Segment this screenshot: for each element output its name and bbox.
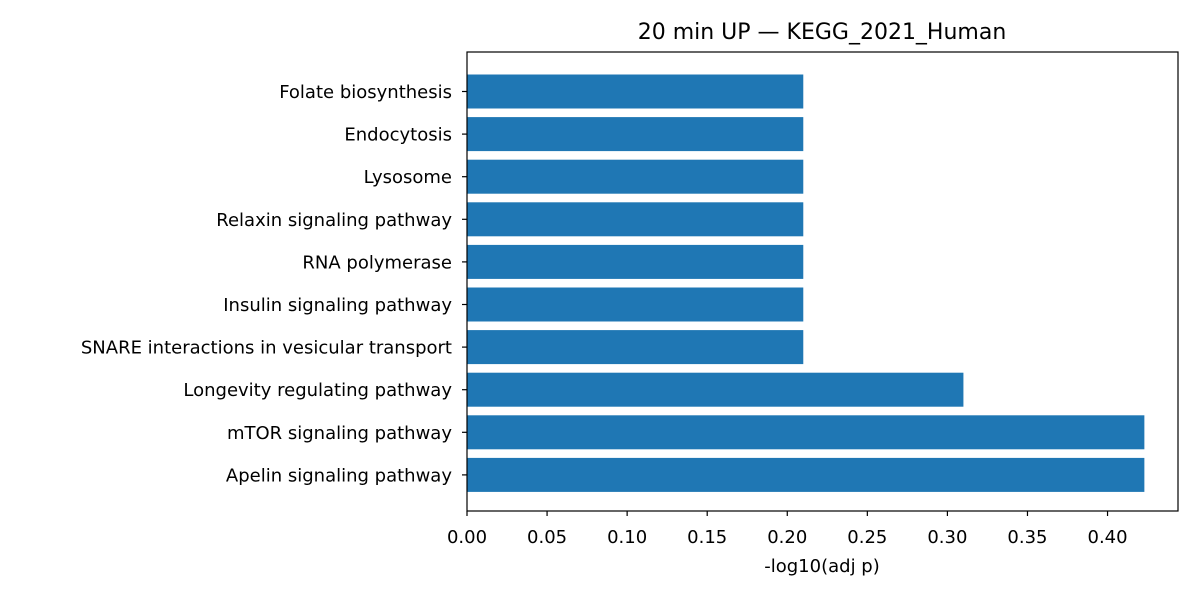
- x-tick-label: 0.00: [447, 527, 487, 548]
- bar-8: [467, 372, 964, 407]
- x-tick-label: 0.40: [1088, 527, 1128, 548]
- y-tick-label: Longevity regulating pathway: [183, 380, 452, 401]
- y-axis: Folate biosynthesis Endocytosis Lysosome Re…: [81, 82, 467, 486]
- y-tick-label: Lysosome: [364, 167, 452, 188]
- bar-9: [467, 415, 1145, 450]
- y-tick-label: Insulin signaling pathway: [223, 295, 452, 316]
- x-tick-label: 0.20: [767, 527, 807, 548]
- y-tick-label: Endocytosis: [344, 125, 452, 146]
- chart-title: 20 min UP — KEGG_2021_Human: [638, 20, 1007, 45]
- x-tick-label: 0.05: [527, 527, 567, 548]
- y-tick-label: mTOR signaling pathway: [227, 423, 452, 444]
- bar-7: [467, 330, 804, 365]
- bar-6: [467, 287, 804, 322]
- bar-10: [467, 457, 1145, 492]
- x-tick-label: 0.25: [847, 527, 887, 548]
- x-tick-label: 0.15: [687, 527, 727, 548]
- y-tick-label: RNA polymerase: [302, 252, 452, 273]
- x-tick-label: 0.10: [607, 527, 647, 548]
- y-tick-label: SNARE interactions in vesicular transpor…: [81, 338, 452, 359]
- bar-2: [467, 117, 804, 152]
- bar-5: [467, 244, 804, 279]
- x-axis-label: -log10(adj p): [764, 556, 880, 577]
- bar-4: [467, 202, 804, 237]
- y-tick-label: Folate biosynthesis: [279, 82, 452, 103]
- x-axis: 0.00 0.05 0.10 0.15 0.20 0.25 0.30 0.35 0.40: [447, 511, 1128, 548]
- x-tick-label: 0.35: [1007, 527, 1047, 548]
- bar-3: [467, 159, 804, 194]
- bars-layer: [467, 74, 1145, 492]
- plot-frame: [466, 51, 1179, 512]
- x-tick-label: 0.30: [927, 527, 967, 548]
- y-tick-label: Apelin signaling pathway: [226, 465, 452, 486]
- y-tick-label: Relaxin signaling pathway: [216, 210, 452, 231]
- bar-1: [467, 74, 804, 109]
